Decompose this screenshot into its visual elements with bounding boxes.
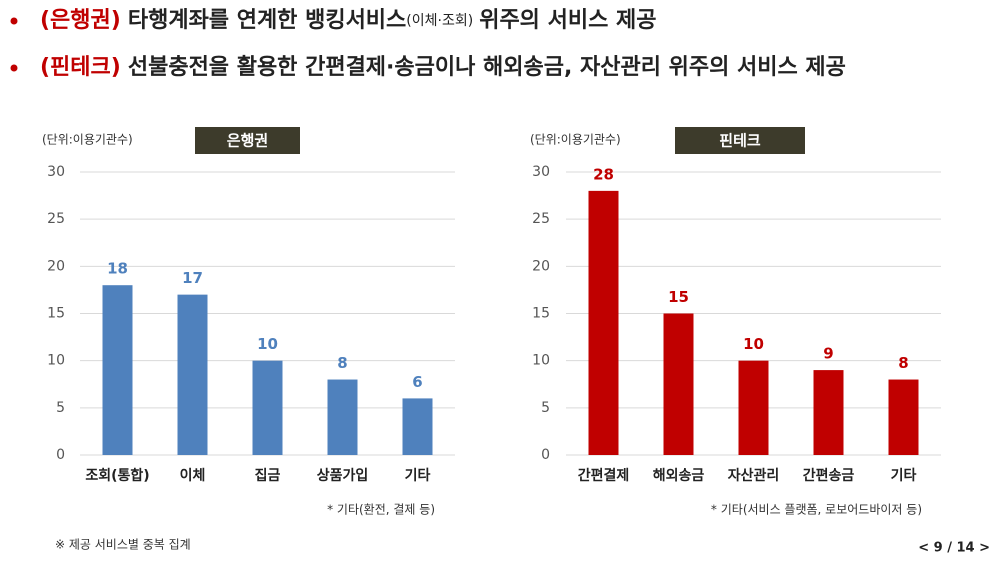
bar xyxy=(252,360,283,455)
bullet-text: 타행계좌를 연계한 뱅킹서비스 xyxy=(128,8,406,33)
bar xyxy=(177,294,208,455)
y-tick-label: 25 xyxy=(532,211,550,227)
y-tick-label: 0 xyxy=(541,447,550,463)
x-tick-label: 집금 xyxy=(255,467,281,484)
value-label: 18 xyxy=(107,260,128,278)
value-label: 6 xyxy=(412,373,422,391)
x-tick-label: 조회(통합) xyxy=(85,467,149,484)
value-label: 10 xyxy=(743,335,764,353)
bar xyxy=(327,379,358,455)
value-label: 8 xyxy=(337,354,347,372)
x-tick-label: 기타 xyxy=(405,468,431,484)
y-tick-label: 10 xyxy=(532,353,550,369)
unit-label: (단위:이용기관수) xyxy=(530,133,621,147)
value-label: 28 xyxy=(593,165,614,183)
bar xyxy=(738,360,769,455)
x-tick-label: 상품가입 xyxy=(317,468,369,484)
y-tick-label: 25 xyxy=(47,211,65,227)
chart-note: * 기타(서비스 플랫폼, 로보어드바이저 등) xyxy=(711,503,922,517)
bullet-text: 선불충전을 활용한 간편결제·송금이나 해외송금, 자산관리 위주의 서비스 제… xyxy=(128,55,846,80)
x-tick-label: 기타 xyxy=(891,468,917,484)
footnote: ※ 제공 서비스별 중복 집계 xyxy=(55,538,191,552)
bar xyxy=(663,313,694,455)
bullet-small: (이체·조회) xyxy=(406,13,473,29)
chart-title: 은행권 xyxy=(227,132,268,150)
chart-note: * 기타(환전, 결제 등) xyxy=(327,503,435,517)
title-badge xyxy=(195,127,300,154)
bar xyxy=(813,370,844,455)
x-tick-label: 이체 xyxy=(180,467,206,484)
bar xyxy=(888,379,919,455)
unit-label: (단위:이용기관수) xyxy=(42,133,133,147)
y-tick-label: 0 xyxy=(56,447,65,463)
y-tick-label: 5 xyxy=(56,400,65,416)
bullet xyxy=(10,17,18,25)
y-tick-label: 15 xyxy=(532,306,550,322)
value-label: 15 xyxy=(668,288,689,306)
y-tick-label: 5 xyxy=(541,400,550,416)
bar xyxy=(402,398,433,455)
bar xyxy=(102,285,133,455)
bullet-line: (핀테크) 선불충전을 활용한 간편결제·송금이나 해외송금, 자산관리 위주의 … xyxy=(40,55,846,80)
highlight: (은행권) xyxy=(40,8,121,33)
x-tick-label: 해외송금 xyxy=(653,467,705,484)
value-label: 8 xyxy=(898,354,908,372)
highlight: (핀테크) xyxy=(40,55,121,80)
y-tick-label: 20 xyxy=(532,258,550,274)
bullet xyxy=(10,64,18,72)
x-tick-label: 간편송금 xyxy=(803,467,855,484)
page-number: < 9 / 14 > xyxy=(918,541,990,556)
bullet-text: 위주의 서비스 제공 xyxy=(479,8,656,33)
x-tick-label: 간편결제 xyxy=(578,467,630,484)
x-tick-label: 자산관리 xyxy=(728,467,780,484)
title-badge xyxy=(675,127,805,154)
y-tick-label: 10 xyxy=(47,353,65,369)
bar xyxy=(588,190,619,455)
chart-title: 핀테크 xyxy=(719,132,761,150)
value-label: 9 xyxy=(823,345,833,363)
y-tick-label: 30 xyxy=(47,164,65,180)
y-tick-label: 15 xyxy=(47,306,65,322)
value-label: 17 xyxy=(182,269,203,287)
bullet-line: (은행권) 타행계좌를 연계한 뱅킹서비스(이체·조회) 위주의 서비스 제공 xyxy=(40,8,656,33)
y-tick-label: 30 xyxy=(532,164,550,180)
y-tick-label: 20 xyxy=(47,258,65,274)
value-label: 10 xyxy=(257,335,278,353)
